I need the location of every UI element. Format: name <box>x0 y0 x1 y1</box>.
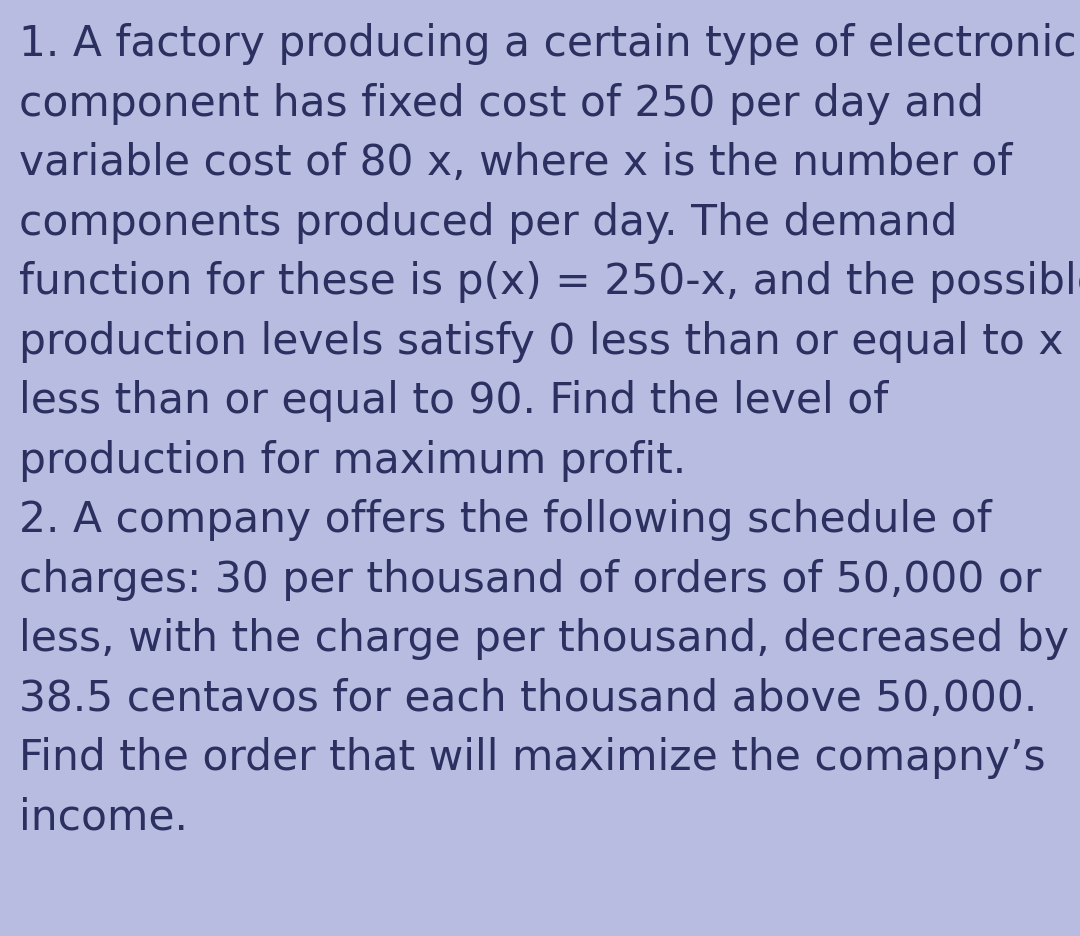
Text: production levels satisfy 0 less than or equal to x: production levels satisfy 0 less than or… <box>19 321 1064 362</box>
Text: charges: 30 per thousand of orders of 50,000 or: charges: 30 per thousand of orders of 50… <box>19 558 1042 600</box>
Text: less, with the charge per thousand, decreased by: less, with the charge per thousand, decr… <box>19 618 1069 660</box>
Text: components produced per day. The demand: components produced per day. The demand <box>19 202 958 243</box>
Text: function for these is p(x) = 250-x, and the possible: function for these is p(x) = 250-x, and … <box>19 261 1080 303</box>
Text: 1. A factory producing a certain type of electronic: 1. A factory producing a certain type of… <box>19 23 1077 66</box>
Text: less than or equal to 90. Find the level of: less than or equal to 90. Find the level… <box>19 380 889 422</box>
Text: component has fixed cost of 250 per day and: component has fixed cost of 250 per day … <box>19 83 985 124</box>
Text: 38.5 centavos for each thousand above 50,000.: 38.5 centavos for each thousand above 50… <box>19 678 1038 719</box>
Text: income.: income. <box>19 796 188 838</box>
Text: 2. A company offers the following schedule of: 2. A company offers the following schedu… <box>19 499 993 541</box>
Text: Find the order that will maximize the comapny’s: Find the order that will maximize the co… <box>19 737 1047 779</box>
Text: variable cost of 80 x, where x is the number of: variable cost of 80 x, where x is the nu… <box>19 142 1013 184</box>
Text: production for maximum profit.: production for maximum profit. <box>19 440 687 481</box>
